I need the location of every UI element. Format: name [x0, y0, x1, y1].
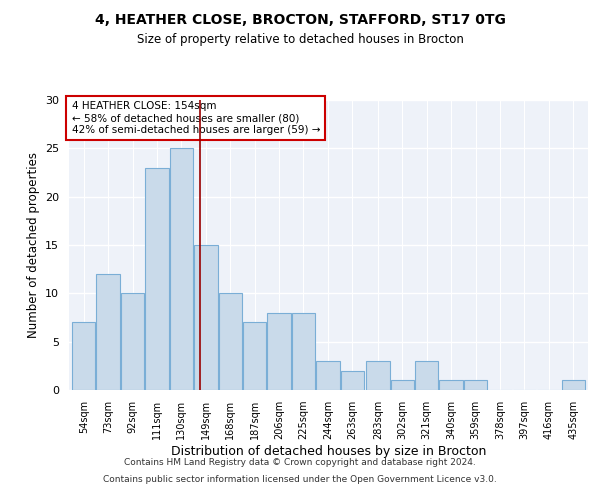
Bar — [562, 380, 585, 390]
Text: Contains HM Land Registry data © Crown copyright and database right 2024.: Contains HM Land Registry data © Crown c… — [124, 458, 476, 467]
Y-axis label: Number of detached properties: Number of detached properties — [26, 152, 40, 338]
Bar — [341, 370, 364, 390]
Bar — [391, 380, 414, 390]
Bar — [97, 274, 120, 390]
Bar — [194, 245, 218, 390]
Bar — [292, 312, 315, 390]
X-axis label: Distribution of detached houses by size in Brocton: Distribution of detached houses by size … — [171, 445, 486, 458]
Bar — [72, 322, 95, 390]
Bar — [218, 294, 242, 390]
Bar — [243, 322, 266, 390]
Text: 4 HEATHER CLOSE: 154sqm
← 58% of detached houses are smaller (80)
42% of semi-de: 4 HEATHER CLOSE: 154sqm ← 58% of detache… — [71, 102, 320, 134]
Text: 4, HEATHER CLOSE, BROCTON, STAFFORD, ST17 0TG: 4, HEATHER CLOSE, BROCTON, STAFFORD, ST1… — [95, 12, 505, 26]
Text: Contains public sector information licensed under the Open Government Licence v3: Contains public sector information licen… — [103, 476, 497, 484]
Bar — [366, 361, 389, 390]
Bar — [268, 312, 291, 390]
Bar — [170, 148, 193, 390]
Bar — [464, 380, 487, 390]
Bar — [439, 380, 463, 390]
Bar — [316, 361, 340, 390]
Bar — [415, 361, 439, 390]
Bar — [121, 294, 144, 390]
Text: Size of property relative to detached houses in Brocton: Size of property relative to detached ho… — [137, 32, 463, 46]
Bar — [145, 168, 169, 390]
